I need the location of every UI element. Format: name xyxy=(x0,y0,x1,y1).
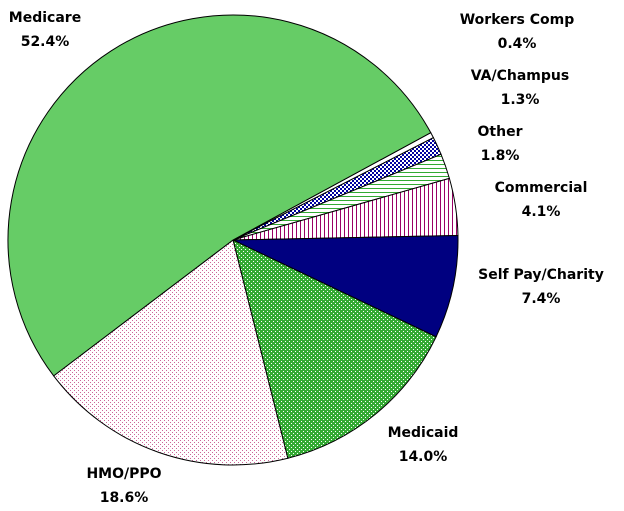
slice-value-label: 7.4% xyxy=(522,291,561,307)
slice-label: Medicare xyxy=(9,10,81,26)
slice-value-label: 14.0% xyxy=(399,449,448,465)
pie-slice xyxy=(232,235,459,338)
slice-label: Medicaid xyxy=(388,425,459,441)
slice-value-label: 1.3% xyxy=(501,92,540,108)
slice-label: Other xyxy=(478,124,523,140)
pie-slice xyxy=(7,14,432,377)
slice-label: VA/Champus xyxy=(471,68,569,84)
slice-value-label: 52.4% xyxy=(21,34,70,50)
slice-value-label: 0.4% xyxy=(498,36,537,52)
slice-value-label: 18.6% xyxy=(100,490,149,506)
slice-label: HMO/PPO xyxy=(86,466,161,482)
slice-value-label: 1.8% xyxy=(481,148,520,164)
pie-slice xyxy=(232,239,437,459)
pie-slice xyxy=(52,239,289,466)
slice-label: Workers Comp xyxy=(460,12,575,28)
slice-value-label: 4.1% xyxy=(522,204,561,220)
slice-label: Commercial xyxy=(495,180,588,196)
slice-label: Self Pay/Charity xyxy=(478,267,604,283)
